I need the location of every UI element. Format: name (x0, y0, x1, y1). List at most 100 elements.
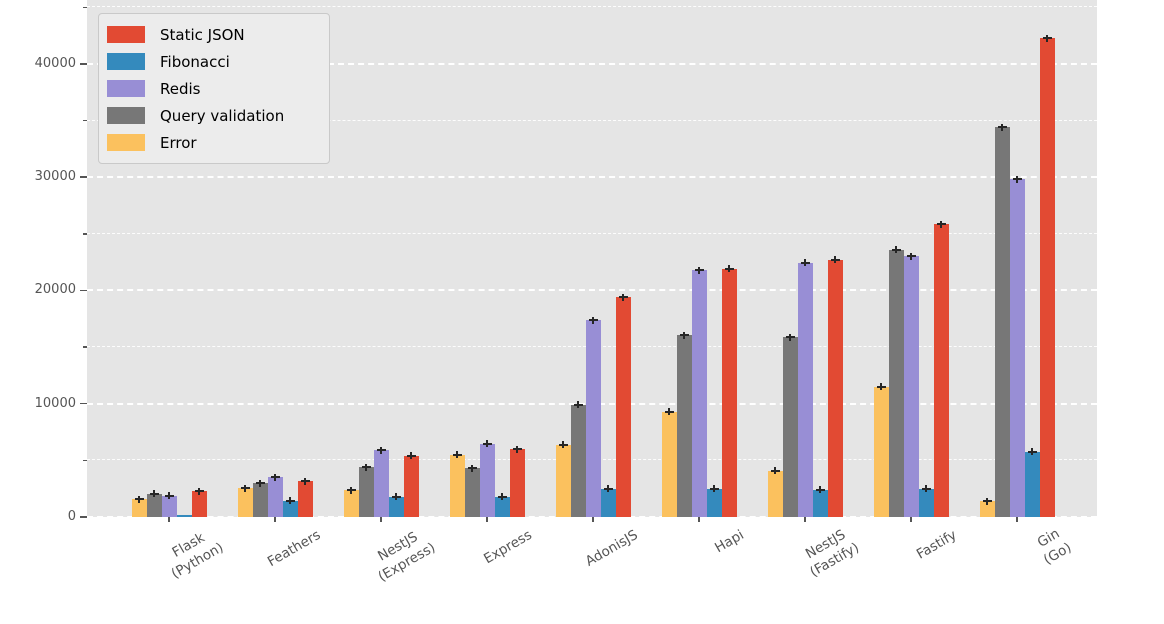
error-bar-cap (1012, 178, 1022, 181)
bar-fastify-static-json (933, 224, 949, 517)
bar-flask-python-fibonacci (176, 515, 192, 517)
legend-label: Error (160, 133, 197, 152)
legend-item-fibonacci: Fibonacci (107, 48, 284, 75)
bar-hapi-query-validation (676, 335, 692, 517)
error-bar-cap (346, 489, 356, 492)
legend-item-query-validation: Query validation (107, 102, 284, 129)
bar-adonisjs-query-validation (570, 404, 586, 517)
bar-express-error (449, 454, 465, 517)
error-bar-cap (815, 488, 825, 491)
legend-swatch-fibonacci (107, 53, 145, 70)
x-tick-label: Gin (Go) (1034, 525, 1074, 568)
legend-label: Query validation (160, 106, 285, 125)
y-tick-mark-40000 (80, 63, 87, 65)
bar-feathers-static-json (297, 481, 313, 517)
error-bar-cap (770, 469, 780, 472)
error-bar-cap (588, 319, 598, 322)
bar-gin-go-fibonacci (1024, 451, 1040, 517)
error-bar-cap (270, 476, 280, 479)
y-tick-label: 0 (67, 509, 76, 524)
y-tick-mark-0 (80, 516, 87, 518)
error-bar-cap (1042, 37, 1052, 40)
error-bar-cap (618, 296, 628, 299)
bar-gin-go-static-json (1039, 38, 1055, 517)
bar-nestjs-express-static-json (403, 455, 419, 517)
gridline-major-40000 (87, 62, 1097, 65)
error-bar-cap (724, 267, 734, 270)
bar-express-query-validation (464, 468, 480, 517)
error-bar-cap (240, 487, 250, 490)
error-bar-cap (558, 443, 568, 446)
error-bar-cap (664, 410, 674, 413)
bar-fastify-error (873, 386, 889, 517)
bar-nestjs-express-query-validation (358, 467, 374, 517)
legend: Static JSON Fibonacci Redis Query validatio… (98, 13, 331, 164)
bar-flask-python-redis (161, 495, 177, 517)
bar-adonisjs-fibonacci (600, 488, 616, 517)
bar-nestjs-fastify-static-json (827, 259, 843, 517)
y-tick-mark-30000 (80, 176, 87, 178)
bar-feathers-redis (267, 477, 283, 517)
bar-fastify-fibonacci (918, 488, 934, 517)
error-bar-cap (255, 482, 265, 485)
x-tick-mark (698, 517, 700, 522)
bar-nestjs-express-fibonacci (388, 496, 404, 517)
x-tick-mark (486, 517, 488, 522)
x-tick-mark (592, 517, 594, 522)
bar-nestjs-express-error (343, 490, 359, 517)
bar-adonisjs-error (555, 444, 571, 517)
y-tick-label: 40000 (34, 55, 76, 71)
error-bar-cap (1027, 450, 1037, 453)
error-bar-cap (679, 334, 689, 337)
bar-nestjs-express-redis (373, 450, 389, 517)
error-bar-cap (164, 494, 174, 497)
bar-flask-python-error (131, 499, 147, 517)
y-tick-mark-20000 (80, 289, 87, 292)
legend-swatch-query-validation (107, 107, 145, 124)
bar-hapi-error (661, 411, 677, 517)
bar-nestjs-fastify-fibonacci (812, 489, 828, 517)
bar-hapi-redis (691, 270, 707, 517)
legend-label: Fibonacci (160, 52, 230, 71)
error-bar-cap (921, 487, 931, 490)
bar-flask-python-static-json (191, 491, 207, 517)
bar-express-static-json (509, 449, 525, 517)
legend-label: Static JSON (160, 25, 245, 44)
legend-swatch-error (107, 134, 145, 151)
legend-item-static-json: Static JSON (107, 21, 284, 48)
error-bar-cap (800, 261, 810, 264)
error-bar-cap (573, 403, 583, 406)
error-bar-cap (452, 453, 462, 456)
bar-feathers-error (237, 488, 253, 517)
error-bar-cap (194, 490, 204, 493)
error-bar-cap (376, 449, 386, 452)
bar-flask-python-query-validation (146, 493, 162, 517)
error-bar-cap (497, 495, 507, 498)
bar-gin-go-error (979, 501, 995, 517)
legend-item-error: Error (107, 129, 284, 156)
legend-swatch-static-json (107, 26, 145, 43)
error-bar-cap (285, 499, 295, 502)
y-tick-mark-25000 (83, 233, 87, 235)
bar-nestjs-fastify-error (767, 470, 783, 517)
error-bar-cap (891, 248, 901, 251)
bar-hapi-fibonacci (706, 488, 722, 517)
error-bar-cap (467, 467, 477, 470)
bar-nestjs-fastify-query-validation (782, 337, 798, 517)
error-bar-cap (906, 255, 916, 258)
y-tick-mark-45000 (83, 6, 87, 8)
error-bar-cap (149, 492, 159, 495)
error-bar-cap (134, 498, 144, 501)
gridline-minor-45000 (87, 6, 1097, 8)
bar-adonisjs-static-json (615, 297, 631, 517)
error-bar-cap (300, 480, 310, 483)
x-tick-mark (380, 517, 382, 522)
x-tick-mark (1016, 517, 1018, 522)
bar-fastify-query-validation (888, 249, 904, 517)
y-tick-mark-5000 (83, 459, 87, 462)
error-bar-cap (830, 258, 840, 261)
bar-feathers-query-validation (252, 483, 268, 517)
error-bar-cap (997, 126, 1007, 129)
x-tick-mark (804, 517, 806, 522)
error-bar-cap (406, 454, 416, 457)
